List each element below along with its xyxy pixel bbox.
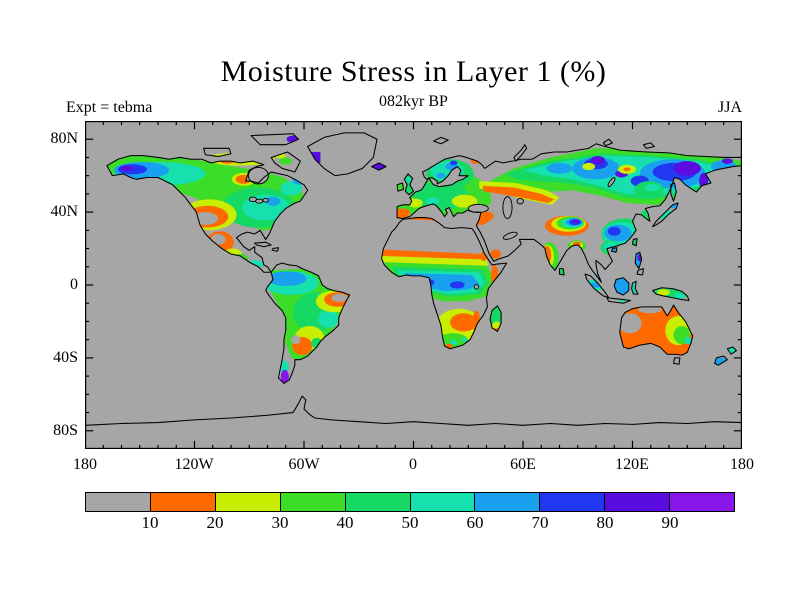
colorbar-label: 50	[401, 513, 419, 532]
colorbar-segment	[409, 493, 475, 511]
experiment-label: Expt = tebma	[66, 99, 153, 116]
figure-subtitle: 082kyr BP	[379, 93, 448, 110]
colorbar	[85, 492, 735, 512]
lakes-and-seas	[247, 167, 616, 290]
x-tick-label: 180	[730, 456, 754, 473]
colorbar-segment	[669, 493, 735, 511]
y-tick-label: 40S	[53, 349, 78, 366]
colorbar-label: 30	[271, 513, 289, 532]
colorbar-segment	[344, 493, 410, 511]
y-tick-label: 80S	[53, 422, 78, 439]
colorbar-segment	[279, 493, 345, 511]
colorbar-label: 20	[206, 513, 224, 532]
x-tick-label: 0	[409, 456, 417, 473]
colorbar-label: 10	[141, 513, 159, 532]
colorbar-segment	[214, 493, 280, 511]
world-map-plot	[85, 121, 742, 449]
y-tick-label: 40N	[50, 203, 78, 220]
colorbar-label: 90	[661, 513, 679, 532]
colorbar-label: 60	[466, 513, 484, 532]
y-tick-label: 0	[70, 276, 78, 293]
x-tick-label: 60E	[510, 456, 536, 473]
colorbar-segment	[86, 493, 150, 511]
colorbar-segment	[604, 493, 670, 511]
season-label: JJA	[717, 99, 742, 116]
colorbar-label: 80	[596, 513, 614, 532]
y-tick-label: 80N	[50, 130, 78, 147]
colorbar-label: 70	[531, 513, 549, 532]
x-tick-label: 120W	[174, 456, 214, 473]
x-tick-label: 60W	[288, 456, 320, 473]
colorbar-segment	[474, 493, 540, 511]
colorbar-segment	[539, 493, 605, 511]
colorbar-label: 40	[336, 513, 354, 532]
map-svg	[85, 121, 742, 449]
page-title: Moisture Stress in Layer 1 (%)	[220, 55, 607, 88]
x-tick-label: 180	[73, 456, 97, 473]
x-tick-label: 120E	[615, 456, 649, 473]
colorbar-segment	[149, 493, 215, 511]
